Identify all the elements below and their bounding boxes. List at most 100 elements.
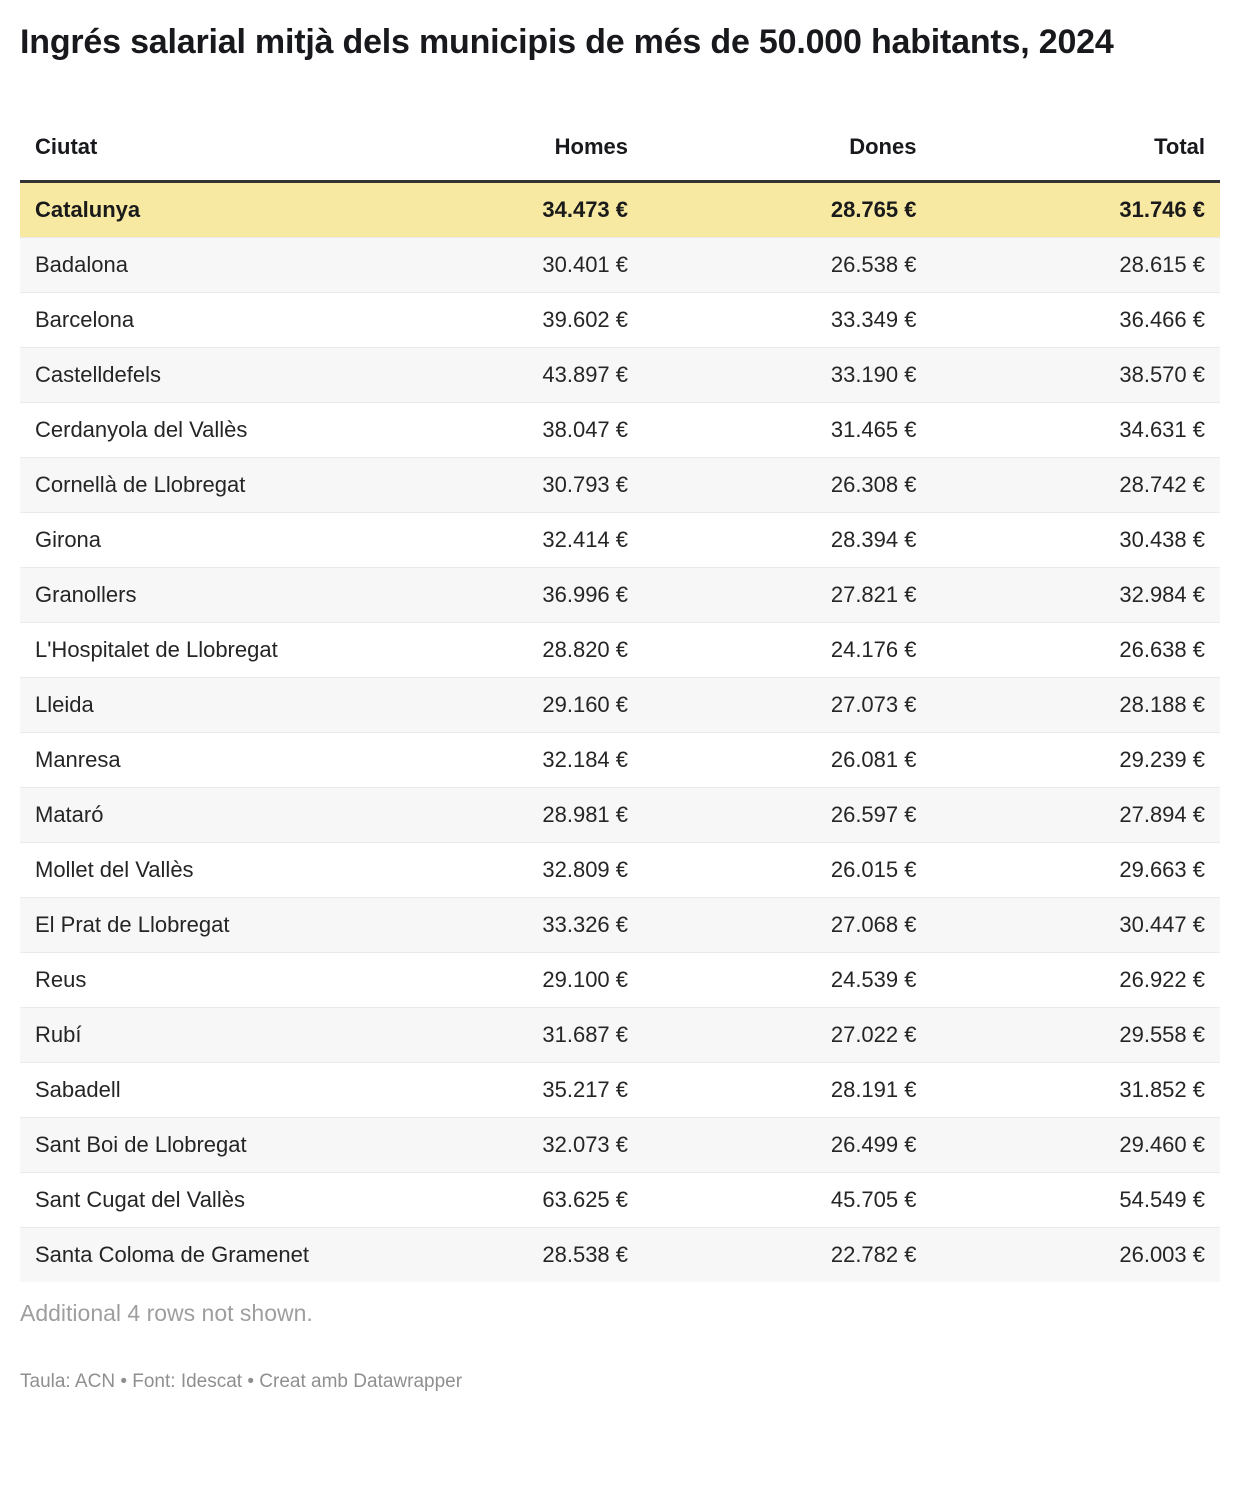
table-row: Mollet del Vallès 32.809 € 26.015 € 29.6… [20, 842, 1220, 898]
dones-value-cell: 28.191 € [830, 1077, 917, 1102]
dones-value-cell: 45.705 € [830, 1187, 917, 1212]
dones-value-cell: 26.015 € [830, 857, 917, 882]
table-body: Catalunya 34.473 € 28.765 € 31.746 € Bad… [20, 181, 1220, 1282]
homes-value-cell: 36.996 € [542, 582, 629, 607]
table-row: Barcelona 39.602 € 33.349 € 36.466 € [20, 292, 1220, 348]
total-value-cell: 32.984 € [1119, 582, 1205, 607]
homes-value-cell: 29.100 € [542, 967, 629, 992]
dones-value-cell: 26.538 € [830, 252, 917, 277]
table-row: Sabadell 35.217 € 28.191 € 31.852 € [20, 1062, 1220, 1118]
column-header-ciutat: Ciutat [20, 108, 355, 183]
total-value-cell: 31.746 € [1119, 197, 1205, 222]
homes-value-cell: 32.414 € [542, 527, 629, 552]
city-cell: Granollers [35, 582, 137, 607]
homes-value-cell: 30.401 € [542, 252, 629, 277]
table-row: Girona 32.414 € 28.394 € 30.438 € [20, 512, 1220, 568]
table-row: L'Hospitalet de Llobregat 28.820 € 24.17… [20, 622, 1220, 678]
dones-value-cell: 33.349 € [830, 307, 917, 332]
homes-value-cell: 32.184 € [542, 747, 629, 772]
city-cell: Castelldefels [35, 362, 161, 387]
total-value-cell: 30.438 € [1119, 527, 1205, 552]
city-cell: Sant Cugat del Vallès [35, 1187, 245, 1212]
homes-value-cell: 39.602 € [542, 307, 629, 332]
table-row: Lleida 29.160 € 27.073 € 28.188 € [20, 677, 1220, 733]
city-cell: Sant Boi de Llobregat [35, 1132, 247, 1157]
city-cell: Manresa [35, 747, 121, 772]
city-cell: Lleida [35, 692, 94, 717]
total-value-cell: 29.239 € [1119, 747, 1205, 772]
total-value-cell: 27.894 € [1119, 802, 1205, 827]
dones-value-cell: 26.597 € [830, 802, 917, 827]
homes-value-cell: 30.793 € [542, 472, 629, 497]
table-row: Rubí 31.687 € 27.022 € 29.558 € [20, 1007, 1220, 1063]
total-value-cell: 28.742 € [1119, 472, 1205, 497]
city-cell: El Prat de Llobregat [35, 912, 230, 937]
homes-value-cell: 28.981 € [542, 802, 629, 827]
datawrapper-table-chart: Ingrés salarial mitjà dels municipis de … [20, 23, 1220, 1392]
city-cell: Rubí [35, 1022, 82, 1047]
total-value-cell: 26.638 € [1119, 637, 1205, 662]
table-row: El Prat de Llobregat 33.326 € 27.068 € 3… [20, 897, 1220, 953]
dones-value-cell: 26.308 € [830, 472, 917, 497]
city-cell: Catalunya [35, 197, 141, 222]
total-value-cell: 28.615 € [1119, 252, 1205, 277]
city-cell: Cornellà de Llobregat [35, 472, 246, 497]
total-value-cell: 26.922 € [1119, 967, 1205, 992]
homes-value-cell: 31.687 € [542, 1022, 629, 1047]
column-header-total: Total [931, 108, 1220, 183]
column-header-homes: Homes [354, 108, 644, 183]
source-attribution: Taula: ACN • Font: Idescat • Creat amb D… [20, 1371, 463, 1392]
salary-table: Ciutat Homes Dones Total Catalunya 34.47… [20, 108, 1220, 1282]
total-value-cell: 36.466 € [1119, 307, 1205, 332]
table-row: Cerdanyola del Vallès 38.047 € 31.465 € … [20, 402, 1220, 458]
homes-value-cell: 38.047 € [542, 417, 629, 442]
homes-value-cell: 33.326 € [542, 912, 629, 937]
total-value-cell: 30.447 € [1119, 912, 1205, 937]
dones-value-cell: 27.068 € [830, 912, 917, 937]
table-row: Granollers 36.996 € 27.821 € 32.984 € [20, 567, 1220, 623]
homes-value-cell: 35.217 € [542, 1077, 629, 1102]
dones-value-cell: 26.081 € [830, 747, 917, 772]
total-value-cell: 26.003 € [1119, 1242, 1205, 1267]
table-row: Badalona 30.401 € 26.538 € 28.615 € [20, 237, 1220, 293]
homes-value-cell: 28.538 € [542, 1242, 629, 1267]
total-value-cell: 31.852 € [1119, 1077, 1205, 1102]
table-header: Ciutat Homes Dones Total [20, 108, 1220, 183]
dones-value-cell: 27.073 € [830, 692, 917, 717]
homes-value-cell: 29.160 € [542, 692, 629, 717]
city-cell: Barcelona [35, 307, 135, 332]
table-row: Manresa 32.184 € 26.081 € 29.239 € [20, 732, 1220, 788]
table-row: Santa Coloma de Gramenet 28.538 € 22.782… [20, 1227, 1220, 1282]
total-value-cell: 34.631 € [1119, 417, 1205, 442]
dones-value-cell: 28.765 € [830, 197, 917, 222]
city-cell: Mollet del Vallès [35, 857, 194, 882]
chart-title: Ingrés salarial mitjà dels municipis de … [20, 23, 1114, 61]
city-cell: Badalona [35, 252, 128, 277]
dones-value-cell: 33.190 € [830, 362, 917, 387]
homes-value-cell: 63.625 € [542, 1187, 629, 1212]
city-cell: Santa Coloma de Gramenet [35, 1242, 309, 1267]
homes-value-cell: 32.073 € [542, 1132, 629, 1157]
dones-value-cell: 24.176 € [830, 637, 917, 662]
dones-value-cell: 28.394 € [830, 527, 917, 552]
city-cell: Girona [35, 527, 102, 552]
homes-value-cell: 43.897 € [542, 362, 629, 387]
total-value-cell: 28.188 € [1119, 692, 1205, 717]
column-header-dones: Dones [643, 108, 932, 183]
homes-value-cell: 32.809 € [542, 857, 629, 882]
dones-value-cell: 27.821 € [830, 582, 917, 607]
city-cell: Mataró [35, 802, 104, 827]
dones-value-cell: 27.022 € [830, 1022, 917, 1047]
dones-value-cell: 31.465 € [830, 417, 917, 442]
total-value-cell: 29.460 € [1119, 1132, 1205, 1157]
city-cell: Reus [35, 967, 87, 992]
table-row: Sant Cugat del Vallès 63.625 € 45.705 € … [20, 1172, 1220, 1228]
table-row: Cornellà de Llobregat 30.793 € 26.308 € … [20, 457, 1220, 513]
city-cell: Sabadell [35, 1077, 121, 1102]
total-value-cell: 54.549 € [1119, 1187, 1205, 1212]
dones-value-cell: 24.539 € [830, 967, 917, 992]
dones-value-cell: 26.499 € [830, 1132, 917, 1157]
table-row: Catalunya 34.473 € 28.765 € 31.746 € [20, 181, 1220, 238]
table-row: Mataró 28.981 € 26.597 € 27.894 € [20, 787, 1220, 843]
city-cell: Cerdanyola del Vallès [35, 417, 248, 442]
